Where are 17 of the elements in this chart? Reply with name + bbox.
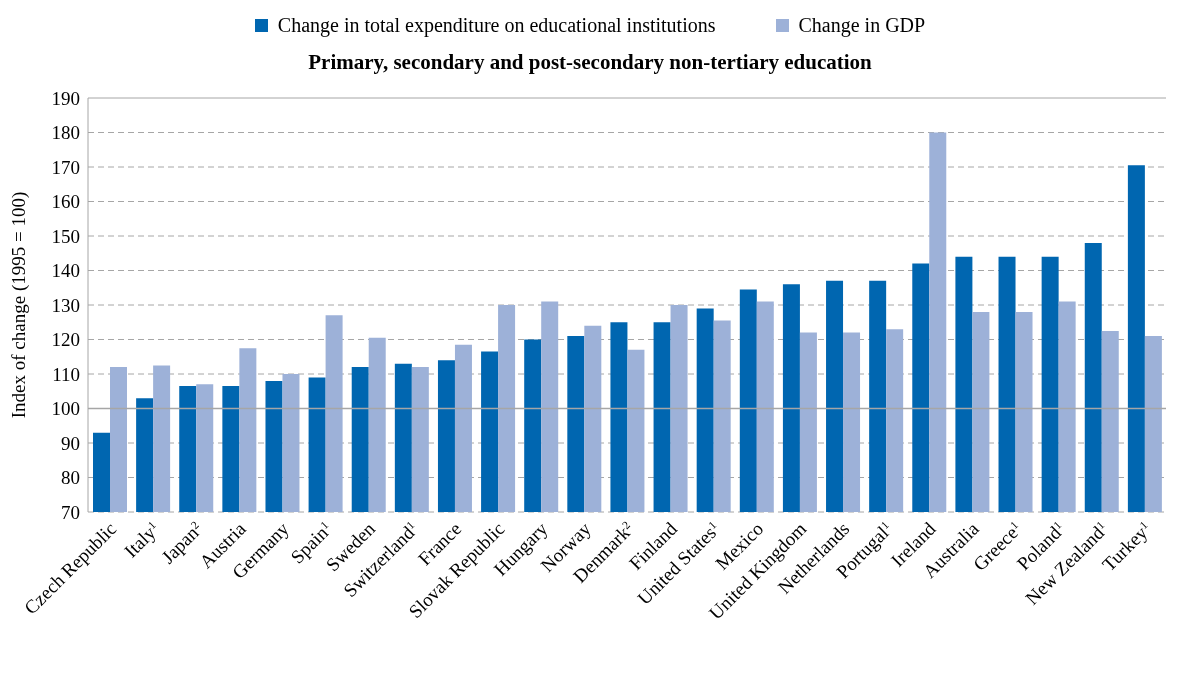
y-tick-label: 140	[51, 260, 80, 282]
y-tick-label: 160	[51, 191, 80, 213]
y-tick-label: 180	[51, 122, 80, 144]
y-tick-label: 90	[61, 432, 80, 454]
y-tick-label: 100	[51, 398, 80, 420]
legend-label: Change in GDP	[798, 13, 926, 37]
y-tick-label: 190	[51, 87, 80, 109]
y-tick-label: 150	[51, 225, 80, 247]
legend-label: Change in total expenditure on educational institutions	[277, 13, 716, 37]
y-axis-title: Index of change (1995 = 100)	[7, 191, 30, 419]
y-tick-label: 170	[51, 156, 80, 178]
y-tick-label: 70	[61, 501, 80, 523]
y-tick-label: 120	[51, 329, 80, 351]
y-tick-label: 110	[52, 363, 80, 385]
y-tick-label: 80	[61, 467, 80, 489]
y-tick-label: 130	[51, 294, 80, 316]
chart-title: Primary, secondary and post-secondary non-tertiary education	[307, 49, 873, 76]
